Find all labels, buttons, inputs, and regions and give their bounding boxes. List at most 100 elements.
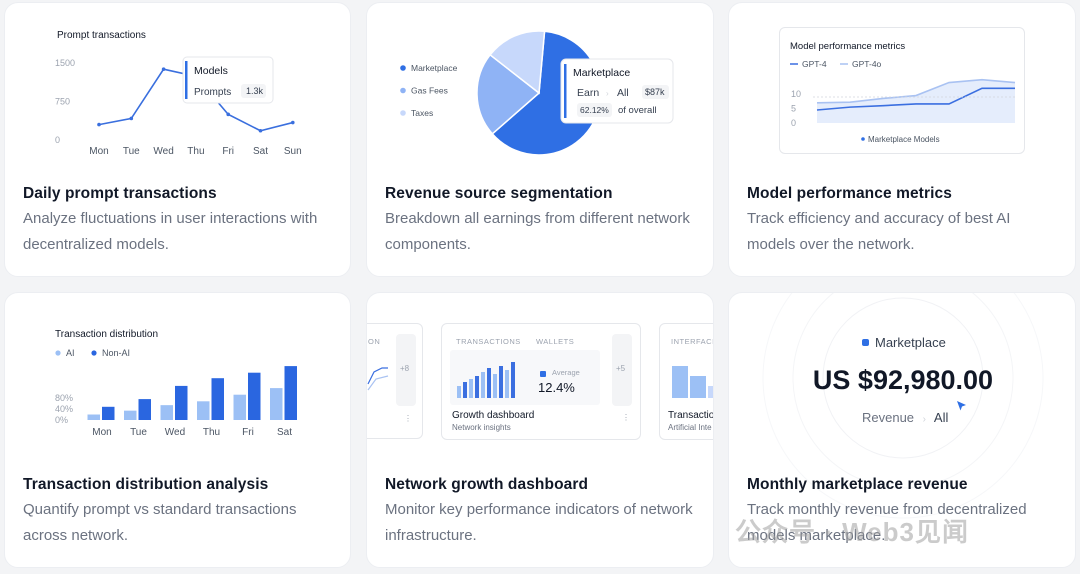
mini-line-chart [367,367,389,391]
x-tick-label: Fri [222,146,234,157]
tooltip-value: 1.3k [246,86,264,96]
tab-wallets[interactable]: WALLETS [536,337,575,346]
x-tick-label: Sun [284,146,302,157]
pie-slice-gas-fees[interactable] [476,53,541,135]
data-point[interactable] [97,122,101,127]
legend-label: Marketplace [411,63,458,73]
bar-ai[interactable] [270,388,283,420]
breadcrumb-revenue[interactable]: Revenue [862,410,915,425]
bar-ai[interactable] [233,394,247,420]
tooltip-percent: 62.12% [580,105,609,115]
mini-card-title: Growth dashboard [452,410,535,421]
average-value: 12.4% [538,380,575,395]
data-point[interactable] [291,120,295,125]
data-point[interactable] [161,67,166,71]
card-title: Revenue source segmentation [385,185,613,202]
legend-label: GPT-4 [802,59,827,69]
tooltip-amount: $87k [645,87,665,97]
mini-bar-chart [672,366,713,398]
x-tick-label: Wed [153,146,173,157]
concentric-rings-decoration [762,293,1044,519]
x-tick-label: Sat [277,427,292,438]
more-icon[interactable]: ⋮ [404,414,412,423]
mini-bar-chart [457,362,546,398]
mini-card-subtitle: Artificial Inte [668,423,712,432]
pie-slice-taxes[interactable] [489,30,546,95]
average-label: Average [552,368,580,377]
card-description: Analyze fluctuations in user interaction… [23,210,318,253]
series-line-gpt-4o [816,78,1016,104]
bar-non-ai[interactable] [138,399,152,420]
x-tick-label: Thu [203,427,220,438]
chart-title: Transaction distribution [55,329,158,340]
more-icon[interactable]: ⋮ [622,413,630,422]
mini-card-growth-dashboard[interactable]: TRANSACTIONS WALLETS Average 12.4% +5 Gr… [441,323,641,440]
cursor-icon [957,401,966,411]
card-monthly-marketplace-revenue[interactable]: Marketplace US $92,980.00 Revenue › All … [728,292,1076,568]
y-tick-label: 0 [55,135,60,145]
card-daily-prompt-transactions[interactable]: Prompt transactions 0 750 1500 Mon Tue Wed Th… [4,2,351,277]
tooltip-percent-label: of overall [618,105,657,116]
legend-marker [400,87,406,94]
mini-card-side-panel [396,334,416,406]
data-point[interactable] [258,128,263,133]
legend-label: Non-AI [102,348,130,358]
card-title: Model performance metrics [747,185,952,202]
legend-label: Taxes [411,108,433,118]
tooltip-all: All [617,87,629,99]
y-tick-label: 0% [55,415,68,425]
revenue-amount: US $92,980.00 [812,365,994,395]
breadcrumb-all[interactable]: All [933,410,949,425]
card-title: Network growth dashboard [385,476,589,493]
mini-card-badge: +8 [400,364,410,373]
transaction-distribution-chart: Transaction distribution AI Non-AI 0%40%8… [55,329,298,438]
series-area-gpt-4 [817,79,1015,123]
data-point[interactable] [129,116,134,121]
x-tick-label: Mon [89,146,108,157]
y-tick-label: 80% [55,393,73,403]
bar-non-ai[interactable] [248,372,261,420]
tooltip-earn: Earn [577,87,599,99]
legend-label: AI [66,348,75,358]
bar-non-ai[interactable] [211,378,225,420]
tooltip-label: Models [194,65,228,77]
tooltip-metric: Prompts [194,87,231,98]
marketplace-dot [862,339,869,346]
x-tick-label: Sat [253,146,268,157]
bar-non-ai[interactable] [284,366,298,420]
data-point[interactable] [226,112,230,117]
card-description: Quantify prompt vs standard transactions… [23,501,297,544]
legend-marker [400,110,406,116]
legend-label: Gas Fees [411,86,448,96]
tab-transactions[interactable]: TRANSACTIONS [456,337,521,346]
card-transaction-distribution-analysis[interactable]: Transaction distribution AI Non-AI 0% 40% 8… [4,292,351,568]
card-model-performance-metrics[interactable]: Model performance metrics GPT-4 GPT-4o 0 5… [728,2,1076,277]
watermark: 公众号 · Web3见闻 [735,517,969,547]
mini-card-left-partial[interactable]: ON +8 ⋮ [367,323,423,439]
mini-card-header: ON [368,337,381,346]
y-tick-label: 10 [791,89,801,99]
bar-ai[interactable] [87,414,101,421]
x-tick-label: Thu [187,146,204,157]
prompt-transactions-chart: Prompt transactions 0 750 1500 Mon Tue Wed Th… [55,30,302,157]
mini-card-title: Transactio [668,410,714,421]
x-tick-label: Tue [130,427,147,438]
chart-tooltip: Marketplace Earn › All $87k 62.12% of ov… [560,58,674,124]
series-line-gpt-4 [816,87,1015,111]
bar-non-ai[interactable] [175,385,188,420]
card-title: Daily prompt transactions [23,185,217,202]
card-description: Breakdown all earnings from different ne… [385,210,690,253]
x-tick-label: Fri [242,427,254,438]
chart-tooltip: Models Prompts 1.3k [182,56,274,104]
mini-card-side-panel [612,334,632,406]
bar-ai[interactable] [124,410,137,420]
tooltip-title: Marketplace [573,67,630,79]
x-tick-label: Mon [92,427,111,438]
card-network-growth-dashboard[interactable]: ON +8 ⋮ TRANSACTIONS WALLETS Average 12.… [366,292,714,568]
mini-card-right-partial[interactable]: INTERFACIN Transactio Artificial Inte [659,323,714,440]
bar-ai[interactable] [197,401,210,420]
bar-non-ai[interactable] [102,406,115,420]
bar-ai[interactable] [160,405,174,420]
card-revenue-source-segmentation[interactable]: Marketplace Gas Fees Taxes Marketplace Ear… [366,2,714,277]
y-tick-label: 40% [55,404,73,414]
